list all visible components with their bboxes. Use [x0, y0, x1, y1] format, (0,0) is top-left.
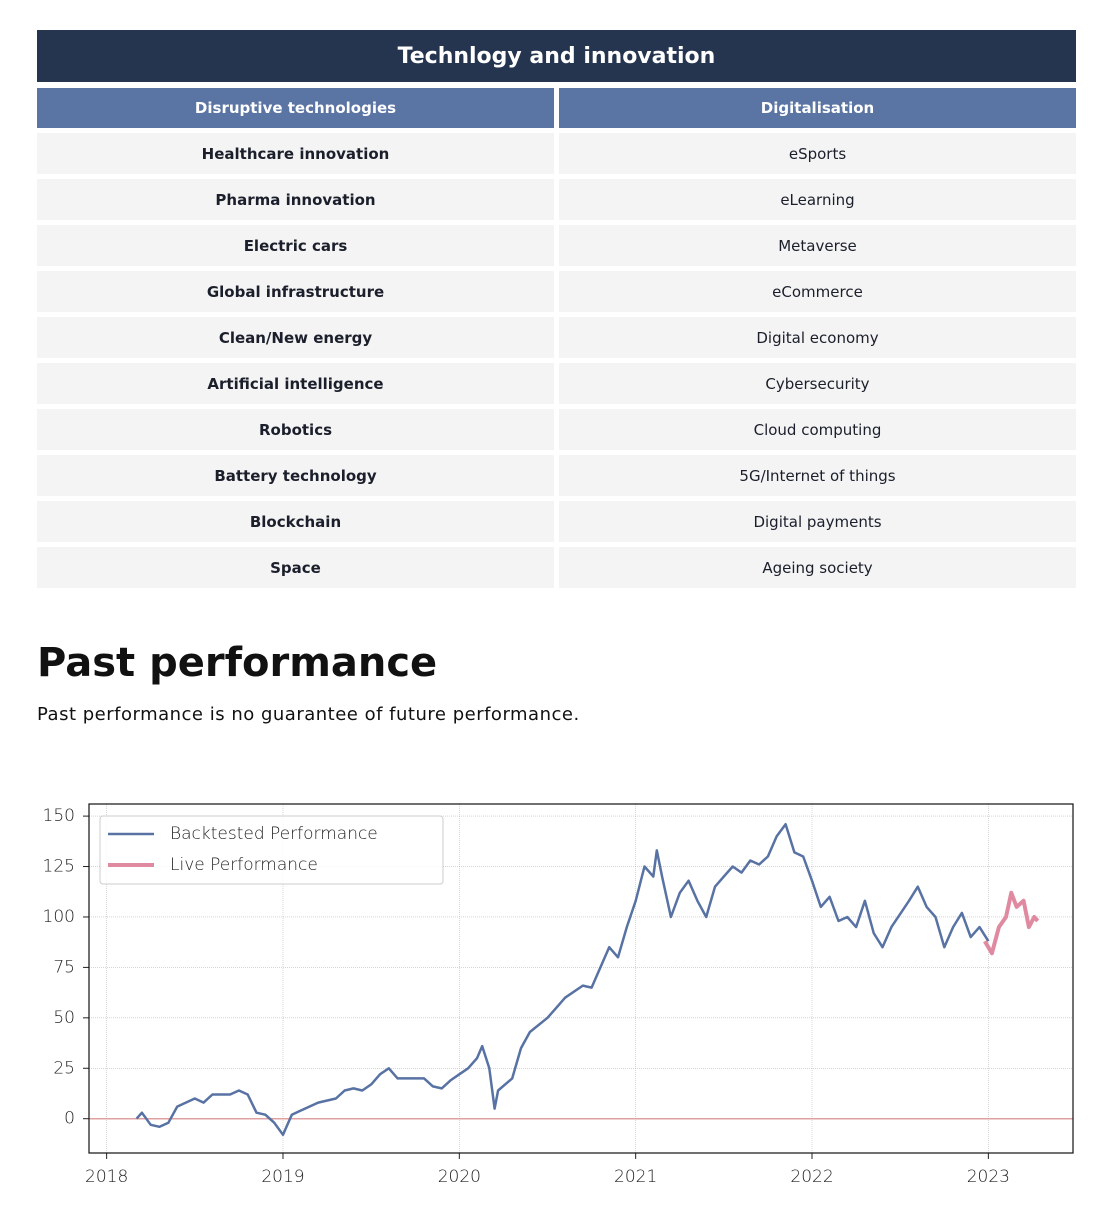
table-header-row: Disruptive technologies Digitalisation — [37, 88, 1076, 128]
table-cell: Space — [37, 547, 554, 588]
table-cell: Battery technology — [37, 455, 554, 496]
table-cell: Cloud computing — [559, 409, 1076, 450]
table-row: Pharma innovation eLearning — [37, 179, 1076, 220]
table-cell: Digital payments — [559, 501, 1076, 542]
table-row: Artificial intelligence Cybersecurity — [37, 363, 1076, 404]
table-cell: Digital economy — [559, 317, 1076, 358]
y-tick-label: 100 — [43, 907, 75, 927]
x-tick-label: 2023 — [967, 1167, 1010, 1187]
table-cell: Global infrastructure — [37, 271, 554, 312]
table-cell: Cybersecurity — [559, 363, 1076, 404]
table-body: Healthcare innovation eSports Pharma innov… — [37, 133, 1076, 588]
table-cell: Artificial intelligence — [37, 363, 554, 404]
table-cell: Robotics — [37, 409, 554, 450]
table-cell: eSports — [559, 133, 1076, 174]
chart: 0 25 50 75 100 125 150 2018 2019 2020 2021 2022 2023… — [43, 803, 1074, 1187]
y-tick-label: 25 — [53, 1058, 75, 1078]
table-cell: Pharma innovation — [37, 179, 554, 220]
table-row: Global infrastructure eCommerce — [37, 271, 1076, 312]
table-row: Blockchain Digital payments — [37, 501, 1076, 542]
table-row: Battery technology 5G/Internet of things — [37, 455, 1076, 496]
table-title: Technlogy and innovation — [37, 30, 1076, 82]
legend-label: Backtested Performance — [170, 824, 378, 844]
column-header: Disruptive technologies — [37, 88, 554, 128]
table-cell: 5G/Internet of things — [559, 455, 1076, 496]
series-line — [135, 822, 990, 1137]
x-tick-label: 2020 — [438, 1167, 481, 1187]
y-tick-label: 125 — [43, 857, 75, 877]
section-subtitle: Past performance is no guarantee of futu… — [37, 704, 580, 725]
table-cell: Ageing society — [559, 547, 1076, 588]
table-row: Robotics Cloud computing — [37, 409, 1076, 450]
x-tick-label: 2022 — [790, 1167, 833, 1187]
table-cell: Blockchain — [37, 501, 554, 542]
table-cell: Metaverse — [559, 225, 1076, 266]
legend-label: Live Performance — [170, 855, 318, 875]
table-row: Space Ageing society — [37, 547, 1076, 588]
y-tick-label: 50 — [53, 1008, 75, 1028]
y-tick-label: 75 — [53, 957, 75, 977]
y-tick-label: 150 — [43, 806, 75, 826]
legend-box — [99, 815, 444, 885]
table-cell: eLearning — [559, 179, 1076, 220]
x-tick-label: 2018 — [85, 1167, 128, 1187]
y-tick-label: 0 — [64, 1109, 75, 1129]
table-row: Clean/New energy Digital economy — [37, 317, 1076, 358]
table-row: Healthcare innovation eSports — [37, 133, 1076, 174]
series-line — [983, 890, 1040, 956]
theme-table: Technlogy and innovation Disruptive tech… — [37, 30, 1076, 588]
x-tick-label: 2019 — [261, 1167, 304, 1187]
table-row: Electric cars Metaverse — [37, 225, 1076, 266]
plot-frame — [88, 803, 1074, 1154]
section-title: Past performance — [37, 640, 438, 686]
table-cell: eCommerce — [559, 271, 1076, 312]
table-cell: Electric cars — [37, 225, 554, 266]
table-cell: Clean/New energy — [37, 317, 554, 358]
column-header: Digitalisation — [559, 88, 1076, 128]
x-tick-label: 2021 — [614, 1167, 657, 1187]
table-cell: Healthcare innovation — [37, 133, 554, 174]
